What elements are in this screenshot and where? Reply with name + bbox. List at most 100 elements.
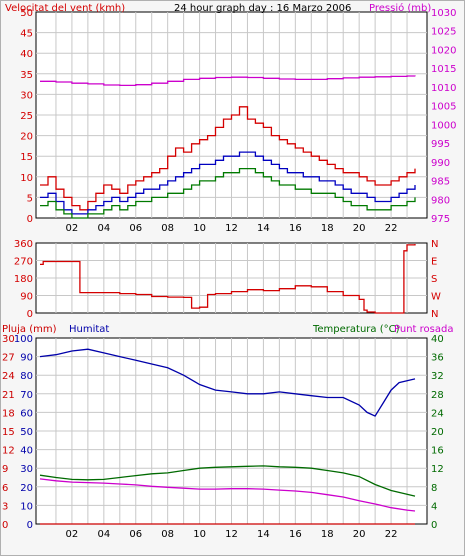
x-tick-label: 12 <box>225 223 238 234</box>
series-wind_low-line <box>40 167 416 219</box>
wind-series <box>40 75 416 219</box>
y-tick-label-right: 1010 <box>431 83 456 94</box>
temperature-label: Temperatura (°C) <box>312 324 400 335</box>
y-tick-label-left: 5 <box>27 193 33 204</box>
y-tick-label-left: 20 <box>20 132 33 143</box>
y-tick-label-left: 360 <box>14 239 33 250</box>
x-tick-label: 06 <box>129 529 142 540</box>
y-tick-label-left: 50 <box>20 8 33 19</box>
y-tick-label-right: 1030 <box>431 8 456 19</box>
y-tick-label-left: 10 <box>20 173 33 184</box>
y-tick-label-left: 80 <box>20 371 33 382</box>
rain-tick-label: 15 <box>2 427 15 438</box>
y-tick-label-right: N <box>431 309 438 320</box>
humidity-series <box>39 348 416 525</box>
y-tick-label-right: 980 <box>431 195 450 206</box>
y-tick-label-right: 1025 <box>431 27 456 38</box>
y-tick-label-left: 40 <box>20 49 33 60</box>
x-tick-label: 18 <box>321 529 334 540</box>
y-tick-label-right: 32 <box>431 371 444 382</box>
humidity-grid <box>36 338 427 524</box>
y-tick-label-left: 30 <box>20 464 33 475</box>
rain-tick-label: 30 <box>2 334 15 345</box>
series-direction-line <box>40 244 416 314</box>
x-tick-label: 02 <box>66 223 79 234</box>
x-tick-label: 18 <box>321 223 334 234</box>
y-tick-label-left: 0 <box>27 214 33 225</box>
rain-axis-label: Pluja (mm) <box>2 324 57 335</box>
y-tick-label-left: 270 <box>14 257 33 268</box>
series-temperature-line <box>39 465 416 497</box>
y-tick-label-right: 28 <box>431 390 444 401</box>
y-tick-label-right: 12 <box>431 464 444 475</box>
y-tick-label-left: 0 <box>27 309 33 320</box>
y-tick-label-right: 16 <box>431 446 444 457</box>
y-tick-label-left: 0 <box>27 520 33 531</box>
y-tick-label-right: 40 <box>431 334 444 345</box>
y-tick-label-right: 36 <box>431 353 444 364</box>
y-tick-label-right: 975 <box>431 214 450 225</box>
y-tick-label-right: 8 <box>431 483 437 494</box>
y-tick-label-left: 20 <box>20 483 33 494</box>
y-tick-label-left: 60 <box>20 408 33 419</box>
y-tick-label-right: 1005 <box>431 102 456 113</box>
x-tick-label: 16 <box>289 223 302 234</box>
y-tick-label-left: 45 <box>20 29 33 40</box>
y-tick-label-left: 25 <box>20 111 33 122</box>
rain-tick-label: 24 <box>2 371 15 382</box>
x-tick-label: 12 <box>225 529 238 540</box>
y-tick-label-left: 30 <box>20 90 33 101</box>
y-tick-label-left: 40 <box>20 446 33 457</box>
y-tick-label-right: 995 <box>431 139 450 150</box>
humidity-label: Humitat <box>69 324 109 335</box>
rain-tick-label: 12 <box>2 446 15 457</box>
x-tick-label: 04 <box>97 223 110 234</box>
x-tick-label: 08 <box>161 223 174 234</box>
x-tick-label: 02 <box>66 529 79 540</box>
series-gust-line <box>40 106 416 211</box>
wind-ticks: 0 5 10 15 20 25 30 35 40 45 50 975 980 985 990 995 1000 1… <box>20 8 456 234</box>
series-pressure-line <box>40 75 416 87</box>
x-tick-label: 20 <box>353 223 366 234</box>
y-tick-label-right: 1000 <box>431 120 456 131</box>
y-tick-label-right: W <box>431 292 441 303</box>
y-tick-label-right: 24 <box>431 408 444 419</box>
series-humidity-line <box>39 348 416 417</box>
rain-tick-label: 18 <box>2 408 15 419</box>
dew-point-label: Punt rosada <box>394 324 453 335</box>
series-average-line <box>40 151 416 215</box>
x-tick-label: 22 <box>385 529 398 540</box>
x-tick-label: 14 <box>257 529 270 540</box>
y-tick-label-right: S <box>431 274 437 285</box>
x-tick-label: 04 <box>97 529 110 540</box>
rain-tick-label: 3 <box>2 501 8 512</box>
rain-tick-label: 27 <box>2 353 15 364</box>
chart-title: 24 hour graph day : 16 Marzo 2006 <box>174 3 351 14</box>
y-tick-label-right: 990 <box>431 158 450 169</box>
y-tick-label-right: 20 <box>431 427 444 438</box>
direction-grid <box>36 243 427 313</box>
rain-tick-label: 6 <box>2 483 8 494</box>
y-tick-label-left: 10 <box>20 501 33 512</box>
y-tick-label-left: 180 <box>14 274 33 285</box>
y-tick-label-right: 985 <box>431 177 450 188</box>
y-tick-label-left: 70 <box>20 390 33 401</box>
x-tick-label: 08 <box>161 529 174 540</box>
y-tick-label-left: 15 <box>20 152 33 163</box>
y-tick-label-left: 35 <box>20 70 33 81</box>
y-tick-label-left: 100 <box>14 334 33 345</box>
rain-tick-label: 9 <box>2 464 8 475</box>
humidity-ticks: 0369121518212427300102030405060708090100… <box>2 334 444 540</box>
x-tick-label: 10 <box>193 223 206 234</box>
wind-grid <box>36 12 427 218</box>
x-tick-label: 10 <box>193 529 206 540</box>
y-tick-label-right: 0 <box>431 520 437 531</box>
y-tick-label-right: 1020 <box>431 45 456 56</box>
x-tick-label: 06 <box>129 223 142 234</box>
y-tick-label-left: 90 <box>20 353 33 364</box>
rain-tick-label: 21 <box>2 390 15 401</box>
wind-axis-label: Velocitat del vent (kmh) <box>5 3 125 14</box>
